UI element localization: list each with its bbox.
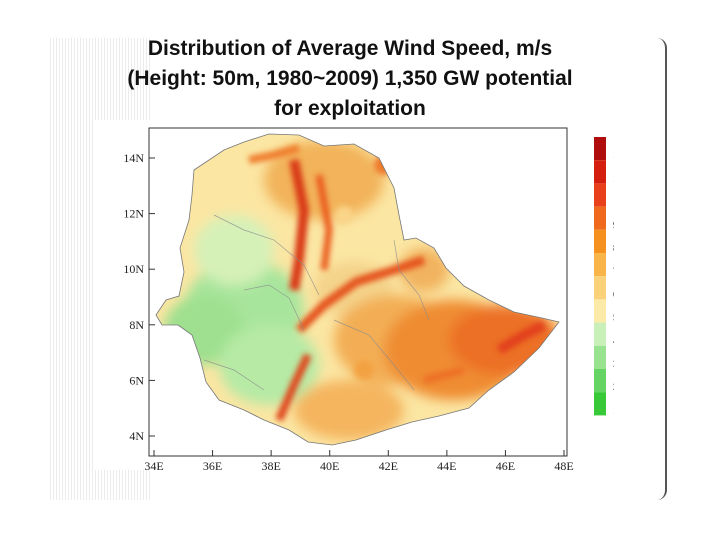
legend-swatch <box>594 299 606 323</box>
x-axis: 34E 36E 38E 40E 42E 44E 46E 48E <box>144 450 574 473</box>
legend-label: 5 <box>613 313 614 323</box>
legend-swatch <box>594 183 606 207</box>
legend-label: 3 <box>613 359 614 369</box>
legend-swatch <box>594 392 606 416</box>
x-tick-label: 36E <box>203 459 222 470</box>
legend-label: 6 <box>613 289 614 299</box>
colorbar-legend: 1 1 1 9 8 7 6 5 4 3 2 1 <box>594 137 618 416</box>
legend-swatch <box>594 229 606 253</box>
legend-swatch <box>594 253 606 277</box>
y-axis: 14N 12N 10N 8N 6N 4N <box>123 151 155 443</box>
x-tick-label: 38E <box>261 459 280 470</box>
legend-swatch <box>594 137 606 161</box>
country-outline <box>155 133 560 446</box>
y-tick-label: 6N <box>129 373 144 387</box>
slide-title: Distribution of Average Wind Speed, m/s … <box>70 34 630 124</box>
legend-swatch <box>594 369 606 393</box>
title-line-1: Distribution of Average Wind Speed, m/s <box>147 37 553 60</box>
legend-label: 4 <box>613 336 614 346</box>
x-tick-label: 42E <box>379 459 398 470</box>
x-tick-label: 34E <box>144 459 163 470</box>
legend-label: 1 <box>613 150 614 160</box>
x-tick-label: 40E <box>320 459 339 470</box>
legend-label: 9 <box>613 220 614 230</box>
legend-swatch <box>594 322 606 346</box>
legend-label: 7 <box>613 266 614 276</box>
title-line-3: for exploitation <box>274 97 426 120</box>
legend-label: 1 <box>613 173 614 183</box>
legend-swatch <box>594 276 606 300</box>
legend-label: 1 <box>613 197 614 207</box>
y-tick-label: 4N <box>129 429 144 443</box>
slide-frame <box>50 38 667 500</box>
legend-label: 8 <box>613 243 614 253</box>
legend-swatch <box>594 206 606 230</box>
y-tick-label: 14N <box>123 151 144 165</box>
wind-speed-field <box>156 134 559 445</box>
y-tick-label: 12N <box>123 207 144 221</box>
x-tick-label: 44E <box>437 459 456 470</box>
wind-speed-map: 34E 36E 38E 40E 42E 44E 46E 48E 14N 12N 10N 8N 6N 4N… <box>123 127 618 473</box>
legend-swatch <box>594 160 606 184</box>
title-line-2: (Height: 50m, 1980~2009) 1,350 GW potent… <box>127 67 573 90</box>
y-tick-label: 10N <box>123 262 144 276</box>
wind-map-panel: 34E 36E 38E 40E 42E 44E 46E 48E 14N 12N 10N 8N 6N 4N… <box>94 120 618 473</box>
legend-label: 1 <box>613 405 614 415</box>
y-tick-label: 8N <box>129 318 144 332</box>
legend-label: 2 <box>613 382 614 392</box>
legend-swatch <box>594 345 606 369</box>
x-tick-label: 48E <box>554 459 573 470</box>
x-tick-label: 46E <box>496 459 515 470</box>
